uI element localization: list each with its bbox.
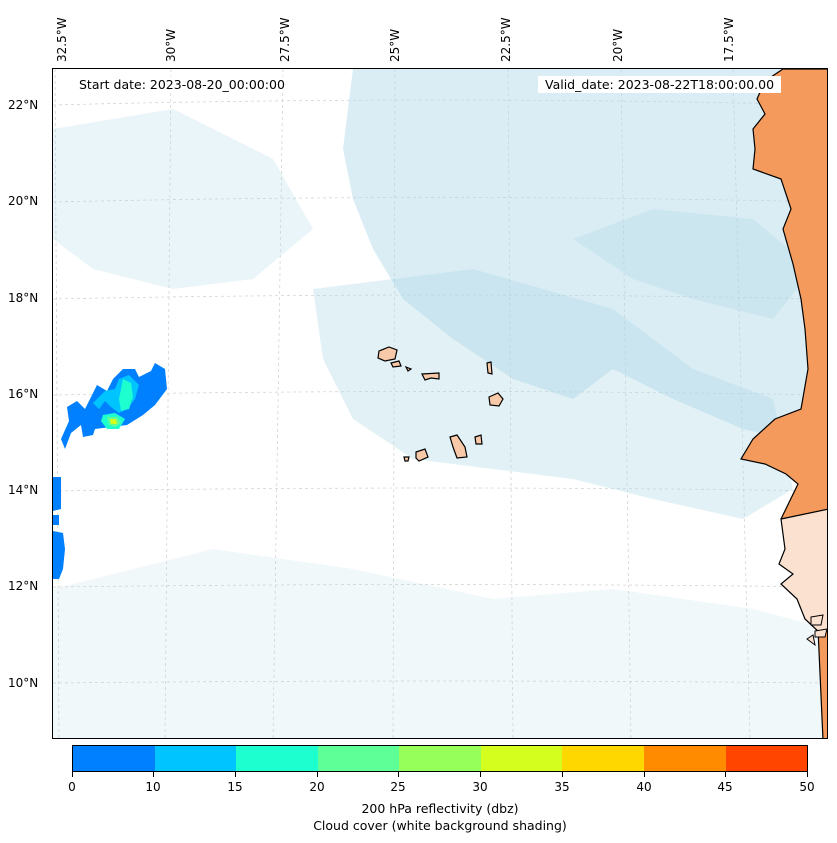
cloud-patch-south: [53, 549, 827, 738]
colorbar-tick: [644, 772, 645, 777]
map-canvas: [53, 69, 827, 738]
cape-verde-islands: [377, 346, 504, 462]
bijagos-islands: [806, 614, 827, 647]
lon-label-17-5w: 17.5°W: [722, 17, 736, 62]
island-sal: [486, 361, 493, 375]
lat-label-12n: 12°N: [8, 579, 39, 593]
reflectivity-cell-west: [53, 477, 65, 579]
lon-label-27-5w: 27.5°W: [278, 17, 292, 62]
island-sao-nicolau: [421, 372, 440, 381]
island-santiago: [449, 434, 468, 459]
island-santa-luzia: [404, 365, 413, 372]
colorbar-tick: [480, 772, 481, 777]
colorbar-tick: [72, 772, 73, 777]
cloud-band-north: [343, 69, 827, 449]
cloud-cover-shading: [53, 69, 827, 738]
colorbar-tick: [725, 772, 726, 777]
reflectivity-west-1: [53, 477, 61, 511]
colorbar-segment-40-45: [643, 746, 726, 771]
colorbar-segment-0-10: [73, 746, 155, 771]
colorbar-segment-35-40: [562, 746, 644, 771]
colorbar: [72, 745, 808, 772]
colorbar-segment-20-25: [317, 746, 400, 771]
colorbar-segment-30-35: [480, 746, 563, 771]
colorbar-segment-45-50: [725, 746, 808, 771]
colorbar-tick-label-25: 25: [390, 780, 406, 794]
colorbar-tick: [153, 772, 154, 777]
colorbar-tick: [317, 772, 318, 777]
cloud-band-west: [53, 109, 313, 289]
lat-label-14n: 14°N: [8, 483, 39, 497]
colorbar-tick-label-20: 20: [309, 780, 325, 794]
reflectivity-15-20: [101, 379, 133, 429]
colorbar-tick-label-30: 30: [472, 780, 488, 794]
colorbar-tick: [235, 772, 236, 777]
colorbar-tick-label-15: 15: [227, 780, 243, 794]
graticule: [53, 69, 827, 738]
lat-label-18n: 18°N: [8, 291, 39, 305]
valid-date-label: Valid_date: 2023-08-22T18:00:00.00: [538, 76, 782, 93]
start-date-label: Start date: 2023-08-20_00:00:00: [72, 76, 292, 93]
colorbar-tick-label-35: 35: [554, 780, 570, 794]
colorbar-tick-label-40: 40: [636, 780, 652, 794]
colorbar-tick: [562, 772, 563, 777]
cloud-band-central: [313, 269, 793, 519]
island-maio: [474, 434, 483, 445]
colorbar-tick-label-0: 0: [68, 780, 76, 794]
lat-label-16n: 16°N: [8, 387, 39, 401]
lon-label-20w: 20°W: [611, 28, 625, 62]
colorbar-tick-label-10: 10: [145, 780, 161, 794]
lon-label-22-5w: 22.5°W: [499, 17, 513, 62]
colorbar-tick-label-45: 45: [717, 780, 733, 794]
reflectivity-west-3: [53, 531, 65, 579]
colorbar-segment-15-20: [236, 746, 318, 771]
island-fogo: [415, 448, 429, 462]
reflectivity-cell-north: [61, 363, 167, 449]
lon-label-25w: 25°W: [388, 28, 402, 62]
lon-label-32-5w: 32.5°W: [55, 17, 69, 62]
island-boa-vista: [488, 392, 504, 407]
island-santo-antao: [377, 346, 398, 362]
guinea-coast-land: [778, 508, 827, 635]
colorbar-segment-10-15: [154, 746, 237, 771]
colorbar-tick: [807, 772, 808, 777]
cloud-streak: [573, 209, 813, 319]
lon-label-30w: 30°W: [164, 28, 178, 62]
lat-label-20n: 20°N: [8, 194, 39, 208]
lat-label-10n: 10°N: [8, 676, 39, 690]
map-panel[interactable]: Start date: 2023-08-20_00:00:00 Valid_da…: [52, 68, 828, 739]
reflectivity-west-2: [53, 515, 59, 525]
colorbar-subtitle: Cloud cover (white background shading): [313, 818, 567, 833]
colorbar-tick-label-50: 50: [799, 780, 815, 794]
reflectivity-25-30: [110, 419, 117, 424]
colorbar-title: 200 hPa reflectivity (dbz): [361, 801, 519, 816]
island-brava: [403, 456, 410, 462]
lat-label-22n: 22°N: [8, 98, 39, 112]
island-sao-vicente: [390, 360, 402, 368]
colorbar-segment-25-30: [399, 746, 481, 771]
colorbar-tick: [398, 772, 399, 777]
